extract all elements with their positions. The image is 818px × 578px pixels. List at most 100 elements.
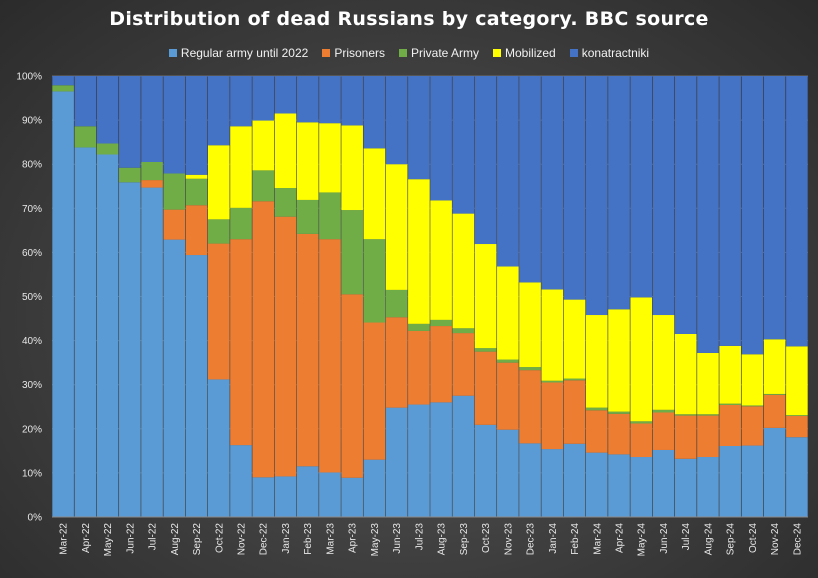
bar-segment [363,459,386,517]
bar-segment [697,76,719,353]
bar-segment [119,76,141,168]
bar-segment [474,76,497,245]
x-tick-label: Mar-22 [59,523,70,555]
bar-segment [207,219,230,244]
x-tick-label: Jan-23 [281,523,292,554]
bar-segment [74,76,97,127]
y-tick-label: 50% [22,292,42,303]
x-tick-label: Jul-22 [148,523,159,551]
bar-segment [252,201,275,478]
bar-segment [652,412,675,450]
bar-segment [674,458,697,517]
bar-segment [741,354,764,406]
bar-segment [497,429,519,517]
bar-segment [719,345,741,404]
bar-segment [697,414,719,416]
bar-segment [652,449,675,517]
bar-segment [452,395,475,517]
bar-segment [385,317,408,408]
bar-segment [763,339,786,394]
bar-segment [474,348,497,352]
bar-segment [563,378,586,381]
bar-segment [185,205,208,256]
bar-segment [630,421,653,424]
x-tick-label: May-24 [637,523,648,557]
bar-segment [541,380,564,383]
y-tick-label: 0% [28,513,43,524]
legend-swatch [322,49,331,57]
bar-segment [541,289,564,381]
x-tick-label: Feb-24 [570,523,581,555]
bar-segment [363,148,386,240]
bar-segment [319,123,341,193]
bar-segment [608,76,630,310]
bar-segment [541,449,564,517]
bar-segment [341,294,363,478]
bar-segment [207,145,230,220]
bar-segment [341,76,363,126]
legend-item: konatractniki [569,46,649,60]
bar-segment [230,207,252,240]
bar-segment [385,164,408,290]
bar-segment [408,323,430,331]
bar-segment [474,351,497,425]
x-tick-label: Feb-23 [303,523,314,555]
y-tick-label: 70% [22,204,42,215]
bar-segment [630,297,653,422]
x-tick-label: Jan-24 [548,523,559,554]
bar-segment [96,76,119,144]
x-tick-label: Oct-22 [214,523,225,553]
x-tick-label: Aug-22 [170,523,181,556]
x-tick-label: Dec-24 [792,523,803,556]
bar-segment [230,445,252,517]
bar-segment [408,404,430,517]
bar-segment [385,289,408,318]
bar-segment [497,362,519,430]
bar-segment [608,411,630,414]
bar-segment [786,415,808,417]
bar-segment [630,76,653,298]
x-tick-label: Dec-22 [259,523,270,556]
x-tick-label: Dec-23 [526,523,537,556]
legend-swatch [168,49,177,57]
bar-segment [319,192,341,240]
bar-segment [608,454,630,517]
x-tick-label: Oct-23 [481,523,492,553]
bar-segment [230,126,252,208]
bar-segment [630,423,653,458]
bar-segment [296,199,319,234]
x-tick-label: Aug-23 [437,523,448,556]
bar-segment [430,402,452,517]
bar-segment [319,239,341,473]
legend-item: Regular army until 2022 [168,46,309,60]
x-tick-label: Mar-24 [592,523,603,555]
bar-segment [163,76,186,174]
bar-segment [207,76,230,146]
y-tick-label: 90% [22,116,42,127]
bar-segment [119,167,141,183]
bar-segment [363,239,386,323]
bar-segment [319,76,341,124]
bar-segment [430,326,452,403]
y-tick-label: 10% [22,468,42,479]
bar-segment [207,379,230,517]
bar-segment [585,315,608,408]
x-tick-label: Sep-24 [726,523,737,556]
bar-segment [185,255,208,518]
bar-segment [296,466,319,517]
bar-segment [185,76,208,175]
bar-segment [519,443,541,517]
bar-segment [786,416,808,438]
bar-segment [363,322,386,460]
bar-segment [141,76,163,162]
bar-segment [652,76,675,316]
bar-segment [230,239,252,446]
bar-segment [163,173,186,210]
bar-segment [697,415,719,458]
x-tick-label: Nov-23 [503,523,514,556]
bar-segment [674,333,697,415]
bar-segment [274,188,297,217]
legend-label: Regular army until 2022 [180,46,309,60]
